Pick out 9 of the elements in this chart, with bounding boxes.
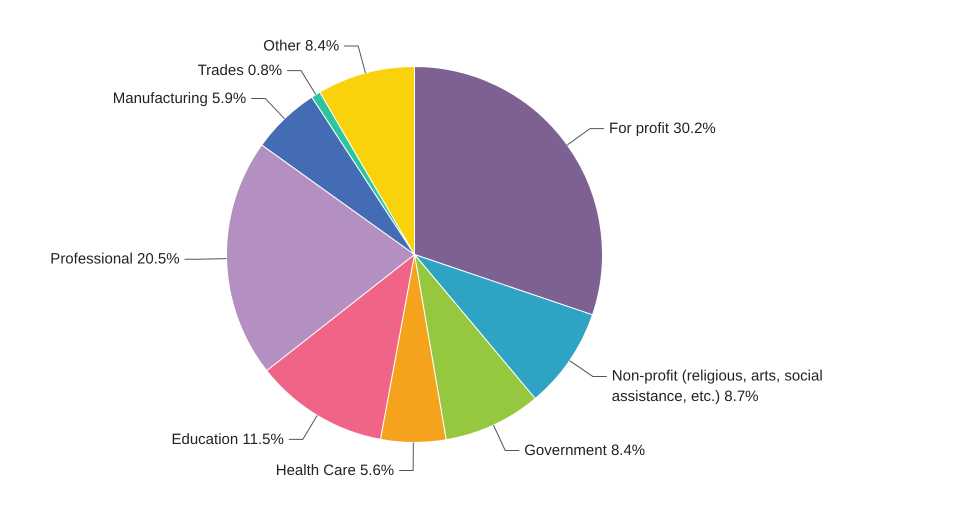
slice-label: Government 8.4% — [524, 442, 646, 460]
slice-label: Education 11.5% — [171, 430, 284, 448]
slice-label: Trades 0.8% — [198, 62, 282, 80]
slice-label: Manufacturing 5.9% — [112, 90, 246, 107]
slice-label: Other 8.4% — [263, 37, 340, 54]
slice-label: Health Care 5.6% — [276, 462, 394, 479]
slice-label: Professional 20.5% — [50, 250, 180, 268]
slice-label: Non-profit (religious, arts, social assistance, etc.) 8.7% — [612, 367, 823, 405]
slice-label: For profit 30.2% — [609, 120, 716, 138]
